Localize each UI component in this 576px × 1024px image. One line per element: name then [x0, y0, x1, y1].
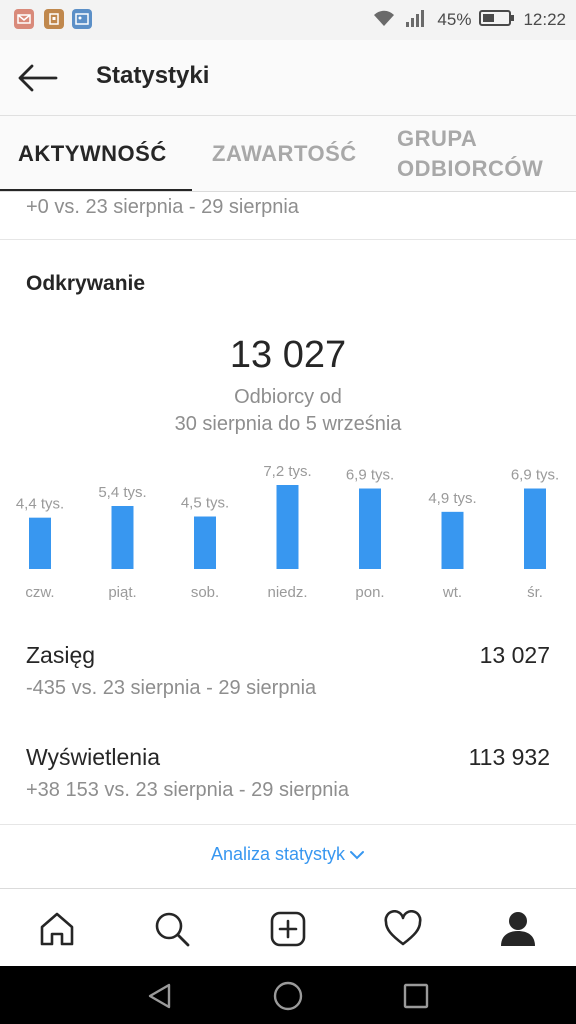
bar-value-label: 4,5 tys. [181, 495, 229, 512]
section-divider [0, 239, 576, 240]
date-range: 30 sierpnia do 5 września [174, 413, 402, 435]
tab-activity[interactable]: AKTYWNOŚĆ [18, 141, 167, 166]
impressions-comparison: +38 153 vs. 23 sierpnia - 29 sierpnia [26, 779, 349, 801]
signal-icon [405, 8, 429, 33]
back-button[interactable] [14, 58, 60, 98]
chart-bar [111, 506, 134, 569]
bar-value-label: 6,9 tys. [511, 467, 559, 484]
chart-bar [29, 517, 51, 569]
page-title: Statystyki [96, 62, 210, 89]
previous-comparison: +0 vs. 23 sierpnia - 29 sierpnia [26, 196, 299, 218]
active-tab-indicator [0, 189, 192, 191]
activity-tab[interactable] [383, 909, 423, 949]
day-tick-label: śr. [527, 584, 543, 601]
status-bar: 45% 12:22 [0, 0, 576, 40]
impressions-label: Wyświetlenia [26, 744, 161, 770]
bar-value-label: 7,2 tys. [263, 463, 311, 480]
reach-label: Zasięg [26, 642, 96, 668]
chart-bar [276, 485, 299, 569]
reach-comparison: -435 vs. 23 sierpnia - 29 sierpnia [26, 677, 317, 699]
nav-back-button[interactable] [142, 978, 178, 1014]
heart-icon [384, 910, 422, 946]
audience-caption: Odbiorcy od [234, 386, 342, 408]
tab-audience[interactable]: GRUPA ODBIORCÓW [397, 124, 543, 184]
circle-home-icon [273, 981, 303, 1011]
tab-audience-line2: ODBIORCÓW [397, 156, 544, 181]
system-navigation-bar [0, 966, 576, 1024]
clock: 12:22 [523, 10, 566, 29]
chart-bar [441, 511, 464, 569]
square-recents-icon [403, 983, 429, 1009]
total-audience: 13 027 [229, 334, 347, 376]
tab-audience-line1: GRUPA [397, 126, 478, 151]
day-tick-label: wt. [442, 584, 462, 601]
gallery-notification-icon [72, 9, 92, 29]
insights-analysis-link[interactable]: Analiza statystyk [0, 844, 576, 865]
add-post-tab[interactable] [268, 909, 308, 949]
wifi-icon [371, 8, 397, 33]
search-icon [155, 912, 190, 947]
day-tick-label: czw. [25, 584, 54, 601]
triangle-back-icon [148, 983, 171, 1009]
impressions-value: 113 932 [468, 744, 550, 770]
search-tab[interactable] [152, 909, 192, 949]
chart-bar [524, 488, 546, 569]
arrow-left-icon [18, 64, 58, 92]
section-divider [0, 824, 576, 825]
profile-tab[interactable] [498, 909, 538, 949]
daily-reach-chart: 4,4 tys. czw. 5,4 tys. piąt. 4,5 tys. sob. 7,2… [16, 463, 559, 601]
home-icon [40, 912, 74, 946]
tab-bar: AKTYWNOŚĆ ZAWARTOŚĆ GRUPA ODBIORCÓW [0, 116, 576, 192]
chart-bar [194, 516, 216, 569]
home-tab[interactable] [37, 909, 77, 949]
battery-icon [479, 8, 515, 33]
insights-analysis-label: Analiza statystyk [210, 844, 346, 864]
section-title: Odkrywanie [26, 272, 146, 295]
bottom-tab-bar [0, 888, 576, 966]
chart-bar [359, 488, 381, 569]
mail-notification-icon [14, 9, 34, 29]
store-notification-icon [44, 9, 64, 29]
bar-value-label: 4,4 tys. [16, 496, 64, 513]
bar-value-label: 4,9 tys. [428, 490, 476, 507]
app-bar: Statystyki [0, 40, 576, 116]
chevron-down-icon [350, 851, 365, 860]
bar-value-label: 6,9 tys. [346, 467, 394, 484]
day-tick-label: pon. [355, 584, 384, 601]
day-tick-label: niedz. [267, 584, 307, 601]
day-tick-label: piąt. [108, 584, 136, 601]
battery-percent: 45% [437, 10, 472, 29]
nav-home-button[interactable] [270, 978, 306, 1014]
add-post-icon [270, 911, 306, 947]
reach-value: 13 027 [479, 642, 550, 668]
tab-content[interactable]: ZAWARTOŚĆ [212, 141, 357, 166]
day-tick-label: sob. [191, 584, 219, 601]
bar-value-label: 5,4 tys. [98, 484, 146, 501]
nav-recents-button[interactable] [398, 978, 434, 1014]
profile-icon [501, 912, 535, 946]
